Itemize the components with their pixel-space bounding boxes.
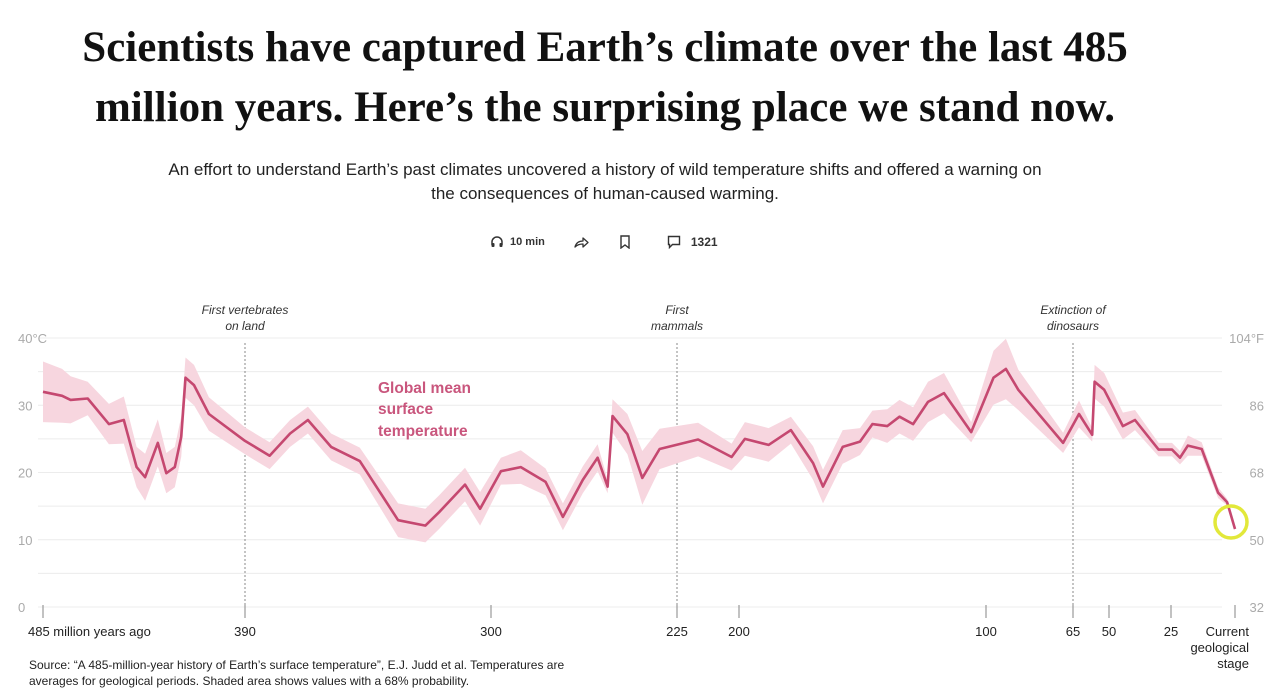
highlight-circle (1213, 504, 1249, 540)
event-annotations: First vertebrates on land First mammals Exti… (202, 303, 1107, 606)
headline-line-1: Scientists have captured Earth’s climate… (82, 24, 1128, 71)
share-arrow-icon (574, 237, 589, 248)
comments-count: 1321 (690, 235, 718, 249)
x-tick-label: 200 (728, 624, 750, 639)
x-tick-label: 25 (1164, 624, 1178, 639)
source-line-1: Source: “A 485-million-year history of E… (29, 658, 565, 672)
y-tick-label-celsius: 0 (18, 600, 25, 615)
share-button[interactable] (573, 235, 589, 249)
x-tick-label: 390 (234, 624, 256, 639)
x-tick-label: 225 (666, 624, 688, 639)
headline: Scientists have captured Earth’s climate… (0, 18, 1210, 138)
y-tick-label-fahrenheit: 50 (1250, 533, 1264, 548)
annotation-label: First vertebrates on land (202, 303, 289, 333)
x-tick-label: 50 (1102, 624, 1116, 639)
source-line-2: averages for geological periods. Shaded … (29, 674, 470, 688)
annotation-label: Extinction of dinosaurs (1040, 303, 1107, 333)
source-note: Source: “A 485-million-year history of E… (29, 657, 564, 689)
y-tick-label-fahrenheit: 86 (1250, 398, 1264, 413)
x-tick-label: 65 (1066, 624, 1080, 639)
bookmark-button[interactable] (619, 235, 631, 249)
comment-icon (667, 235, 681, 249)
series-label: Global mean surface temperature (378, 380, 475, 440)
headline-line-2: million years. Here’s the surprising pla… (94, 84, 1116, 131)
x-tick-label: 300 (480, 624, 502, 639)
article-actions: 10 min 1321 (490, 235, 718, 249)
temperature-line (42, 367, 1237, 530)
subheadline-line-1: An effort to understand Earth’s past cli… (168, 160, 1042, 179)
subheadline: An effort to understand Earth’s past cli… (0, 158, 1210, 206)
y-tick-label-celsius: 30 (18, 398, 32, 413)
annotation-label: First mammals (651, 303, 703, 333)
subheadline-line-2: the consequences of human-caused warming… (431, 184, 779, 203)
y-tick-label-fahrenheit: 104°F (1229, 331, 1264, 346)
y-tick-label-fahrenheit: 68 (1250, 466, 1264, 481)
x-tick-label: Current geological stage (1190, 624, 1249, 671)
y-tick-label-celsius: 10 (18, 533, 32, 548)
listen-duration: 10 min (510, 236, 545, 248)
comments-button[interactable]: 1321 (667, 235, 718, 249)
x-tick-label: 100 (975, 624, 997, 639)
x-tick-label: 485 million years ago (28, 624, 151, 639)
y-tick-label-fahrenheit: 32 (1250, 600, 1264, 615)
listen-button[interactable]: 10 min (490, 235, 545, 249)
gridlines (38, 337, 1222, 608)
bookmark-icon (620, 235, 630, 249)
confidence-band (43, 338, 1235, 543)
y-tick-label-celsius: 20 (18, 466, 32, 481)
headphones-icon (490, 235, 504, 249)
y-tick-label-celsius: 40°C (18, 331, 47, 346)
